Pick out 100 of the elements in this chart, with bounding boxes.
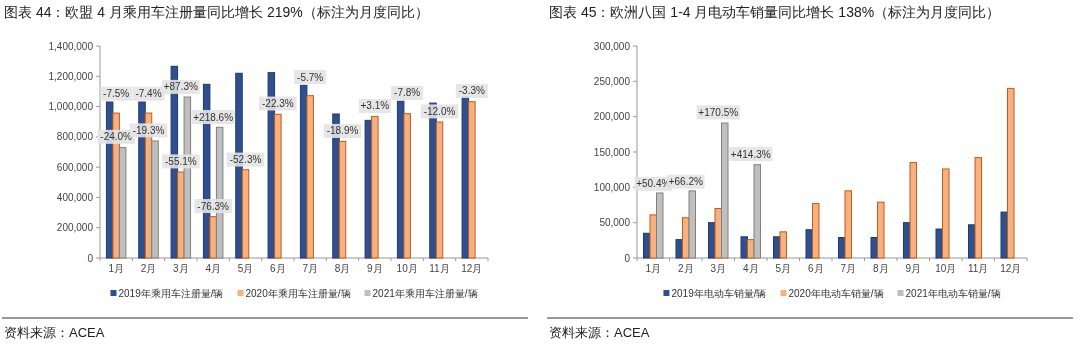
annotation: -55.1% — [164, 155, 197, 167]
legend-label: 2020年乘用车注册量/辆 — [245, 288, 351, 299]
bar — [714, 208, 722, 259]
y-tick-label: 300,000 — [593, 40, 631, 52]
bar — [1000, 211, 1008, 259]
x-tick-label: 12月 — [461, 263, 483, 274]
y-tick-label: 250,000 — [593, 75, 631, 87]
x-tick-label: 3月 — [710, 263, 727, 274]
legend-label: 2021年乘用车注册量/辆 — [372, 288, 478, 299]
x-tick-label: 11月 — [429, 263, 450, 274]
x-tick-label: 8月 — [872, 263, 889, 274]
y-tick-label: 0 — [87, 252, 94, 264]
bar — [306, 95, 314, 259]
y-tick-label: 800,000 — [56, 131, 94, 143]
bar — [675, 239, 683, 259]
x-tick-label: 10月 — [935, 263, 957, 274]
x-tick-label: 11月 — [968, 263, 989, 274]
annotation: +218.6% — [193, 111, 234, 123]
x-tick-label: 5月 — [775, 263, 792, 274]
y-tick-label: 50,000 — [599, 217, 631, 229]
bar — [1007, 87, 1015, 259]
bar — [935, 228, 943, 259]
x-tick-label: 9月 — [367, 263, 383, 274]
chart-title: 图表 45：欧洲八国 1-4 月电动车销量同比增长 138%（标注为月度同比） — [549, 4, 1001, 20]
legend-label: 2021年电动车销量/辆 — [905, 288, 1001, 299]
x-tick-label: 6月 — [807, 263, 824, 274]
annotation: -24.0% — [100, 131, 133, 143]
annotation: +87.3% — [163, 81, 199, 93]
bar — [779, 231, 787, 259]
x-tick-label: 7月 — [840, 263, 857, 274]
text: 资料来源：ACEA — [4, 325, 105, 340]
bar — [844, 190, 852, 259]
annotation: -7.4% — [135, 88, 162, 100]
y-tick-label: 1,400,000 — [48, 40, 94, 52]
bar — [338, 140, 347, 259]
annotation: -12.0% — [423, 105, 456, 117]
bar — [805, 229, 813, 259]
annotation: -76.3% — [197, 200, 230, 212]
bar — [812, 203, 820, 259]
bar — [461, 96, 470, 259]
text: 资料来源：ACEA — [549, 325, 650, 340]
annotation: -18.9% — [326, 125, 359, 137]
x-tick-label: 4月 — [205, 263, 221, 274]
x-tick-label: 7月 — [302, 263, 318, 274]
bar — [371, 115, 379, 259]
x-tick-label: 8月 — [334, 263, 351, 274]
annotation: +66.2% — [668, 176, 703, 188]
y-tick-label: 200,000 — [56, 222, 94, 234]
x-tick-label: 9月 — [905, 263, 922, 274]
annotation: -3.3% — [458, 85, 485, 97]
y-tick-label: 400,000 — [56, 191, 94, 203]
y-tick-label: 1,000,000 — [48, 101, 94, 113]
x-tick-label: 5月 — [237, 263, 254, 274]
annotation: +3.1% — [360, 100, 390, 112]
bar — [274, 113, 282, 259]
bar — [909, 162, 917, 259]
x-tick-label: 2月 — [140, 263, 157, 274]
y-tick-label: 200,000 — [593, 111, 631, 123]
bar — [468, 101, 476, 259]
x-tick-label: 3月 — [173, 263, 189, 274]
bar — [942, 168, 950, 259]
annotation: -19.3% — [132, 124, 165, 136]
bar — [364, 119, 373, 259]
bar — [209, 216, 217, 259]
bar — [118, 147, 127, 259]
x-tick-label: 1月 — [645, 263, 662, 274]
bar — [870, 237, 878, 259]
y-tick-label: 150,000 — [593, 146, 631, 158]
y-tick-label: 600,000 — [56, 161, 94, 173]
bar — [688, 190, 696, 259]
annotation: -7.8% — [394, 87, 421, 99]
bar — [974, 157, 982, 259]
x-tick-label: 10月 — [396, 263, 418, 274]
bar — [656, 192, 664, 259]
legend-label: 2020年电动车销量/辆 — [788, 288, 884, 299]
y-tick-label: 100,000 — [593, 181, 631, 193]
x-tick-label: 12月 — [1000, 263, 1022, 274]
x-tick-label: 4月 — [742, 263, 759, 274]
bar — [435, 121, 444, 259]
bar — [403, 113, 411, 259]
annotation: -7.5% — [103, 88, 130, 100]
bar — [649, 214, 657, 259]
bar — [721, 122, 729, 259]
y-tick-label: 0 — [624, 252, 631, 264]
annotation: +170.5% — [698, 106, 739, 118]
chart-title: 图表 44：欧盟 4 月乘用车注册量同比增长 219%（标注为月度同比） — [4, 4, 429, 20]
annotation: -52.3% — [229, 154, 262, 166]
annotation: -22.3% — [261, 98, 294, 110]
legend-label: 2019年电动车销量/辆 — [671, 288, 767, 299]
x-tick-label: 1月 — [108, 263, 124, 274]
x-tick-label: 6月 — [270, 263, 286, 274]
bar — [151, 140, 159, 259]
annotation: +414.3% — [730, 148, 771, 160]
annotation: +50.4% — [636, 178, 671, 190]
bar — [740, 236, 748, 259]
bar — [753, 164, 761, 259]
legend-label: 2019年乘用车注册量/辆 — [118, 288, 224, 299]
bar — [241, 169, 250, 259]
bar — [877, 201, 885, 259]
y-tick-label: 1,200,000 — [48, 70, 94, 82]
